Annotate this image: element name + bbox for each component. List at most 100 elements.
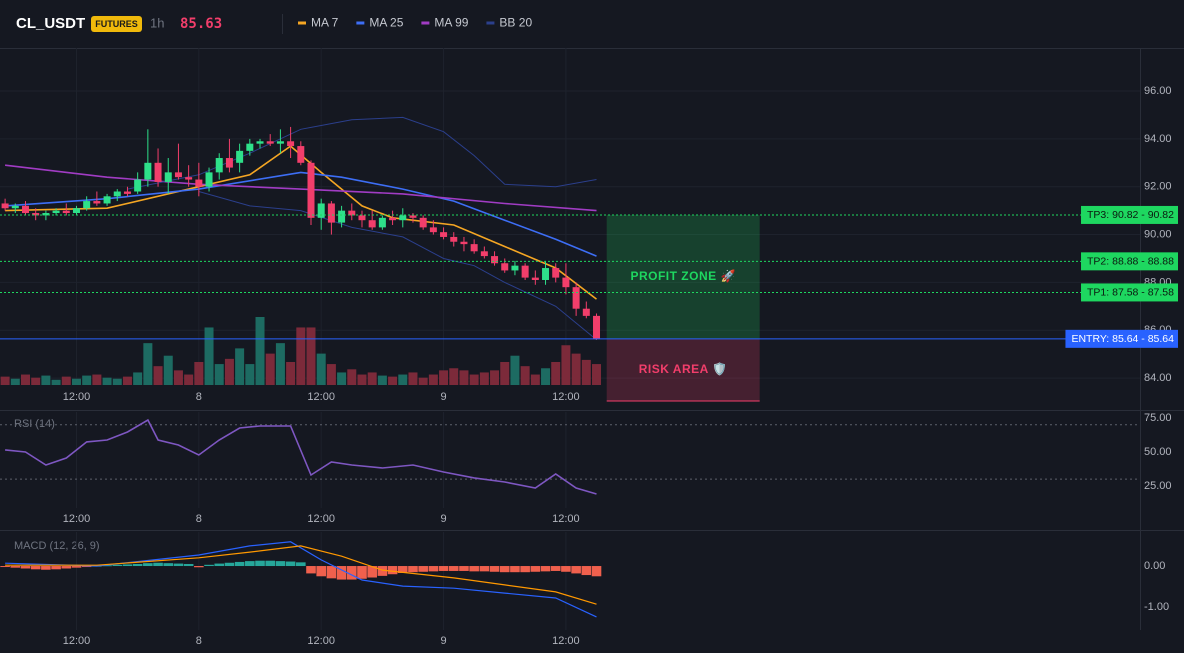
volume-bar (92, 374, 102, 385)
histogram-bar (428, 566, 439, 572)
volume-bar (398, 374, 408, 385)
histogram-bar (326, 566, 337, 579)
candle-body (409, 215, 417, 218)
volume-bar (51, 379, 61, 385)
histogram-bar (550, 566, 561, 571)
candle-body (440, 232, 448, 237)
ma-line (5, 164, 597, 212)
volume-bar (82, 375, 92, 385)
histogram-bar (469, 566, 479, 572)
candle-body (491, 256, 499, 264)
x-tick-label: 12:00 (307, 635, 335, 647)
candle-body (348, 210, 356, 216)
macd-line (5, 545, 597, 605)
x-tick-label: 12:00 (63, 513, 91, 525)
volume-bar (286, 361, 296, 385)
candle-body (562, 277, 570, 288)
volume-bar (275, 343, 285, 385)
histogram-bar (418, 566, 428, 572)
candle-body (327, 203, 335, 223)
candle-body (511, 265, 519, 271)
level-label-bg (1065, 329, 1178, 348)
histogram-bar (194, 566, 204, 568)
interval: 1h (150, 15, 164, 30)
x-tick-label: 8 (196, 391, 202, 403)
histogram-bar (132, 563, 143, 567)
volume-bar (10, 378, 20, 385)
legend-label: BB 20 (499, 16, 532, 30)
x-tick-label: 9 (440, 635, 446, 647)
histogram-bar (581, 566, 592, 576)
histogram-bar (102, 565, 112, 567)
histogram-bar (459, 566, 469, 571)
legend-label: MA 7 (311, 16, 339, 30)
volume-bar (459, 370, 469, 385)
histogram-bar (367, 566, 377, 578)
macd-line (5, 541, 597, 618)
histogram-bar (30, 566, 41, 570)
y-tick-label: -1.00 (1144, 601, 1169, 613)
volume-bar (245, 364, 255, 385)
x-tick-label: 12:00 (63, 391, 91, 403)
volume-bar (194, 361, 204, 385)
candle-body (103, 196, 111, 204)
candle-body (399, 215, 407, 221)
volume-bar (163, 355, 173, 385)
histogram-bar (448, 566, 459, 571)
volume-bar (41, 375, 51, 385)
candle-body (83, 201, 91, 209)
volume-bar (306, 327, 316, 385)
volume-bar (20, 374, 30, 385)
histogram-bar (143, 563, 153, 567)
level-label: TP1: 87.58 - 87.58 (1087, 287, 1174, 299)
histogram-bar (336, 566, 347, 580)
candle-body (225, 158, 233, 168)
volume-bar (296, 327, 306, 385)
volume-bar (235, 348, 245, 385)
symbol: CL_USDT (16, 15, 85, 32)
volume-bar (388, 376, 398, 385)
candle-body (256, 141, 264, 144)
x-tick-label: 12:00 (307, 391, 335, 403)
zone (606, 214, 760, 339)
histogram-bar (204, 564, 214, 567)
volume-bar (316, 353, 326, 385)
histogram-bar (122, 564, 133, 567)
histogram-bar (41, 566, 51, 570)
volume-bar (337, 372, 347, 385)
candle-body (93, 201, 101, 204)
volume-bar (173, 370, 183, 385)
legend-label: MA 25 (369, 16, 403, 30)
candle-body (419, 217, 427, 228)
zone-label: PROFIT ZONE 🚀 (630, 269, 735, 283)
volume-bar (214, 364, 224, 385)
candle-body (134, 179, 142, 192)
candle-body (480, 251, 488, 257)
volume-bar (153, 366, 163, 385)
volume-bar (592, 364, 602, 385)
candle-body (531, 277, 539, 281)
histogram-bar (0, 566, 10, 568)
histogram-bar (408, 566, 418, 573)
candle-body (552, 268, 560, 278)
candle-body (215, 158, 223, 173)
y-tick-label: 84.00 (1144, 372, 1172, 384)
candle-body (185, 177, 193, 180)
zone (606, 338, 760, 402)
y-tick-label: 25.00 (1144, 480, 1172, 492)
candle-body (378, 217, 386, 228)
candle-body (297, 146, 305, 163)
ma-line (5, 171, 597, 257)
candle-body (307, 162, 315, 218)
candle-body (368, 220, 376, 228)
x-tick-label: 9 (440, 391, 446, 403)
last-price: 85.63 (180, 16, 222, 32)
histogram-bar (561, 566, 571, 572)
histogram-bar (61, 566, 72, 569)
volume-bar (520, 366, 530, 385)
histogram-bar (245, 561, 255, 567)
volume-bar (530, 374, 540, 385)
histogram-bar (571, 566, 581, 574)
histogram-bar (357, 566, 367, 579)
histogram-bar (377, 566, 388, 576)
